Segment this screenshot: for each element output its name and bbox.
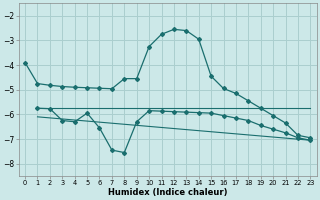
- X-axis label: Humidex (Indice chaleur): Humidex (Indice chaleur): [108, 188, 228, 197]
